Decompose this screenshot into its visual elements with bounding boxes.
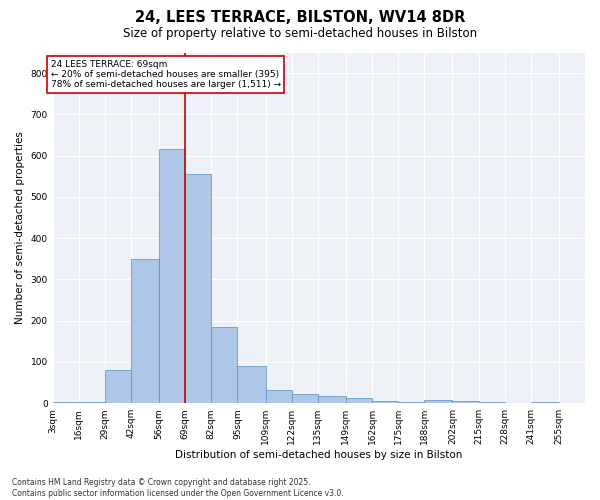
Text: 24, LEES TERRACE, BILSTON, WV14 8DR: 24, LEES TERRACE, BILSTON, WV14 8DR xyxy=(135,10,465,25)
Bar xyxy=(318,396,346,403)
Bar xyxy=(531,402,559,403)
Y-axis label: Number of semi-detached properties: Number of semi-detached properties xyxy=(15,132,25,324)
Bar xyxy=(159,150,185,403)
Bar xyxy=(266,390,292,403)
Bar xyxy=(131,259,159,403)
Bar xyxy=(185,174,211,403)
Bar xyxy=(479,402,505,403)
Bar xyxy=(211,327,238,403)
X-axis label: Distribution of semi-detached houses by size in Bilston: Distribution of semi-detached houses by … xyxy=(175,450,463,460)
Bar xyxy=(53,402,79,403)
Text: 24 LEES TERRACE: 69sqm
← 20% of semi-detached houses are smaller (395)
78% of se: 24 LEES TERRACE: 69sqm ← 20% of semi-det… xyxy=(50,60,281,90)
Bar xyxy=(398,402,424,403)
Bar xyxy=(292,394,318,403)
Bar xyxy=(79,402,105,403)
Text: Size of property relative to semi-detached houses in Bilston: Size of property relative to semi-detach… xyxy=(123,28,477,40)
Bar xyxy=(452,401,479,403)
Text: Contains HM Land Registry data © Crown copyright and database right 2025.
Contai: Contains HM Land Registry data © Crown c… xyxy=(12,478,344,498)
Bar xyxy=(238,366,266,403)
Bar xyxy=(105,370,131,403)
Bar xyxy=(346,398,372,403)
Bar xyxy=(424,400,452,403)
Bar xyxy=(372,401,398,403)
